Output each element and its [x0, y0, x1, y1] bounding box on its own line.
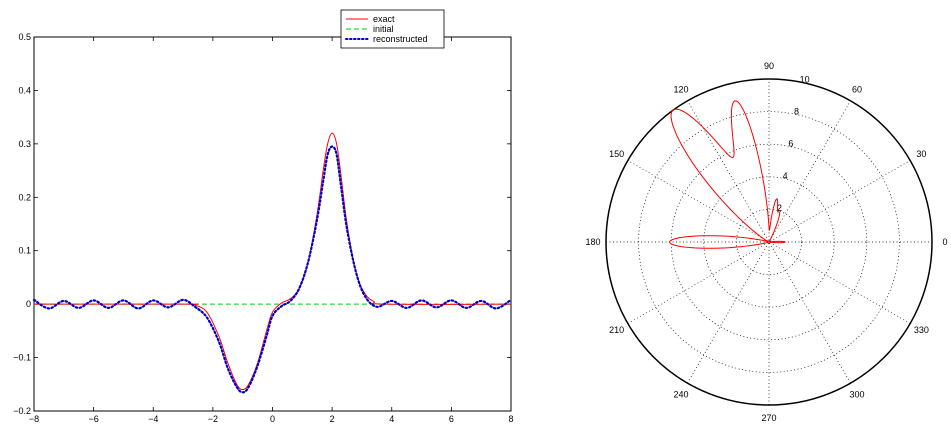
plot-area-frame [33, 36, 512, 412]
y-tick-label: 0.3 [18, 139, 31, 149]
x-tick-label: −4 [148, 414, 158, 424]
legend-label-exact: exact [373, 14, 395, 24]
y-tick-label: 0.4 [18, 85, 31, 95]
angle-tick-label: 210 [609, 325, 624, 335]
angle-tick-label: 270 [761, 413, 776, 423]
x-tick-label: −6 [88, 414, 98, 424]
angle-tick-label: 240 [673, 389, 688, 399]
radial-tick-label: 4 [783, 171, 788, 181]
x-tick-label: 8 [508, 414, 513, 424]
legend-label-initial: initial [373, 24, 394, 34]
polar-grid-circle [670, 143, 868, 341]
y-tick-label: −0.2 [13, 406, 31, 416]
x-tick-label: 2 [330, 414, 335, 424]
x-tick-label: 6 [449, 414, 454, 424]
x-tick-label: 4 [389, 414, 394, 424]
radial-tick-label: 6 [788, 139, 793, 149]
angle-tick-label: 300 [849, 389, 864, 399]
angle-tick-label: 30 [916, 149, 926, 159]
x-tick-label: 0 [270, 414, 275, 424]
legend-label-reconstructed: reconstructed [373, 34, 428, 44]
polar-chart: 0 30 60 90 120 150 180 210 240 270 300 330 2 4 6 8 10 [585, 61, 947, 423]
radial-tick-label: 10 [800, 75, 810, 85]
angle-tick-label: 90 [764, 61, 774, 71]
polar-series-line [669, 100, 786, 249]
angle-tick-label: 0 [942, 237, 947, 247]
angle-tick-label: 150 [609, 149, 624, 159]
y-tick-label: 0 [26, 299, 31, 309]
x-tick-label: −8 [29, 414, 39, 424]
angle-tick-label: 120 [673, 85, 688, 95]
y-tick-label: −0.1 [13, 353, 31, 363]
radial-tick-label: 8 [794, 107, 799, 117]
series-line-reconstructed [32, 145, 513, 394]
y-tick-label: 0.5 [18, 32, 31, 42]
polar-grid-circle [638, 111, 900, 373]
angle-tick-label: 60 [852, 85, 862, 95]
angle-tick-label: 180 [585, 237, 600, 247]
angle-tick-label: 330 [914, 325, 929, 335]
y-tick-label: 0.2 [18, 192, 31, 202]
radial-tick-label: 2 [777, 203, 782, 213]
line-chart: −8 −6 −4 −2 0 2 4 6 8 −0.2 −0.1 0 0.1 0.2 0.3 0.4 0.5 exa… [13, 9, 514, 424]
y-tick-label: 0.1 [18, 246, 31, 256]
x-tick-label: −2 [208, 414, 218, 424]
